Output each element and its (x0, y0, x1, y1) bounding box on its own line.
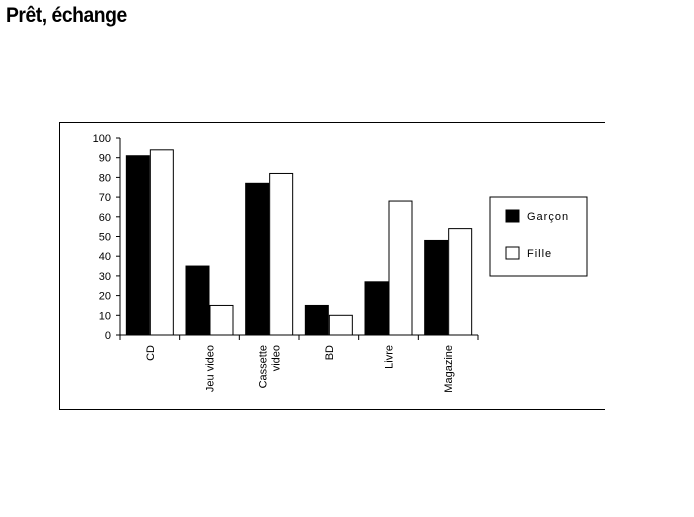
y-tick-label: 10 (99, 310, 111, 322)
y-tick-label: 20 (99, 291, 111, 303)
bar-garcon-1 (185, 265, 210, 336)
chart-frame (59, 122, 605, 410)
chart-axes (116, 137, 479, 340)
x-category-label: CD (145, 345, 157, 361)
bar-fille-5 (448, 228, 473, 336)
x-category-label: Magazine (443, 345, 455, 393)
x-category-label: BD (324, 345, 336, 360)
y-tick-label: 70 (99, 192, 111, 204)
y-tick-label: 0 (105, 330, 111, 342)
y-tick-label: 40 (99, 251, 111, 263)
y-tick-label: 100 (93, 133, 111, 145)
bar-fille-3 (328, 314, 353, 336)
x-category-label: video (271, 345, 283, 371)
bar-fille-0 (149, 149, 174, 336)
y-tick-label: 80 (99, 172, 111, 184)
bar-fille-4 (388, 200, 413, 336)
y-tick-label: 90 (99, 153, 111, 165)
bar-garcon-0 (125, 155, 150, 336)
x-category-label: Livre (384, 345, 396, 369)
legend-swatch-garcon (505, 209, 520, 223)
x-category-label: Jeu video (205, 345, 217, 392)
bar-garcon-3 (304, 304, 329, 336)
x-category-labels: CD Jeu video Cassette video BD Livre Magazine (145, 345, 455, 393)
legend-label-fille: Fille (527, 248, 552, 260)
x-category-label: Cassette (258, 345, 270, 388)
legend-label-garcon: Garçon (527, 211, 569, 223)
y-tick-label: 50 (99, 232, 111, 244)
chart-legend: Garçon Fille (489, 196, 588, 277)
bar-garcon-4 (364, 281, 389, 336)
bar-garcon-2 (245, 182, 270, 336)
y-tick-label: 30 (99, 271, 111, 283)
y-tick-labels: 0 10 20 30 40 50 60 70 80 90 100 (93, 133, 111, 342)
page-title: Prêt, échange (6, 4, 127, 27)
bar-fille-1 (209, 304, 234, 336)
y-tick-label: 60 (99, 212, 111, 224)
legend-box (489, 196, 588, 277)
bar-garcon-5 (424, 239, 449, 336)
chart-bars (125, 149, 473, 336)
bar-fille-2 (269, 172, 294, 336)
legend-swatch-fille (505, 246, 520, 260)
